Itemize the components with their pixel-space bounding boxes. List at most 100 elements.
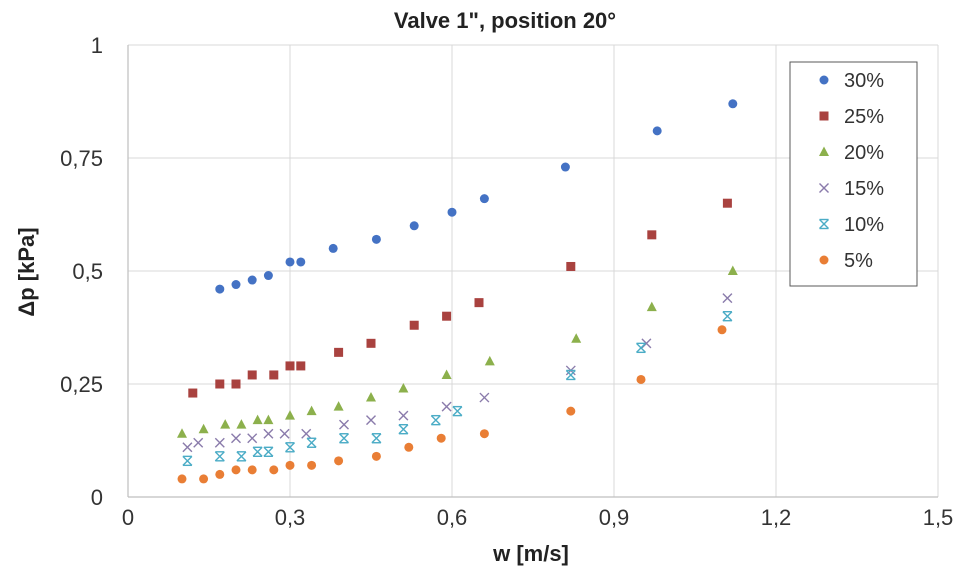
y-tick-label: 0,75 <box>60 146 103 171</box>
data-point <box>366 338 376 348</box>
data-point <box>252 446 263 457</box>
data-point <box>285 460 295 470</box>
data-point <box>474 298 484 308</box>
data-point <box>247 370 257 380</box>
data-point <box>404 442 414 452</box>
legend-marker <box>819 255 829 265</box>
legend-label: 15% <box>844 178 884 200</box>
data-point <box>220 419 231 429</box>
data-point <box>247 433 258 444</box>
data-point <box>199 474 209 484</box>
data-point <box>430 414 441 426</box>
legend-marker <box>819 146 829 156</box>
data-point <box>263 271 273 281</box>
data-point <box>366 415 376 426</box>
data-point <box>398 410 409 421</box>
data-point <box>231 465 241 475</box>
legend-marker <box>819 111 829 121</box>
data-point <box>301 428 312 439</box>
x-tick-label: 1,2 <box>761 505 792 530</box>
data-point <box>215 469 225 479</box>
data-point <box>231 280 241 290</box>
data-point <box>328 243 338 253</box>
data-point <box>307 460 317 470</box>
legend-marker <box>819 183 829 193</box>
series-2 <box>177 265 738 438</box>
series-5 <box>177 325 727 484</box>
legend-label: 20% <box>844 142 884 164</box>
data-point <box>398 383 409 393</box>
data-point <box>366 392 376 402</box>
data-point <box>296 257 306 267</box>
data-point <box>452 405 463 417</box>
series-1 <box>188 198 732 398</box>
data-point <box>722 198 732 208</box>
data-point <box>722 311 733 322</box>
data-point <box>198 423 209 434</box>
data-point <box>652 126 662 136</box>
axes <box>127 45 938 498</box>
legend-label: 30% <box>844 70 884 92</box>
data-point <box>285 257 295 267</box>
data-point <box>269 370 279 380</box>
data-point <box>188 388 198 398</box>
data-point <box>479 429 489 439</box>
y-tick-label: 1 <box>91 33 103 58</box>
data-point <box>717 325 727 335</box>
data-point <box>636 342 646 354</box>
data-point <box>285 410 295 420</box>
series-3 <box>182 293 733 453</box>
data-point <box>334 456 344 466</box>
data-point <box>333 401 344 411</box>
x-tick-label: 0,6 <box>437 505 468 530</box>
series-0 <box>215 99 738 294</box>
data-point <box>296 361 306 371</box>
data-point <box>727 265 738 275</box>
legend-marker <box>819 218 829 230</box>
data-point <box>371 433 382 444</box>
data-point <box>647 230 657 240</box>
data-point <box>231 379 241 389</box>
data-point <box>371 451 381 461</box>
data-point <box>442 311 452 321</box>
data-point <box>728 99 738 109</box>
data-point <box>484 355 495 366</box>
chart-title: Valve 1", position 20° <box>394 8 616 33</box>
data-point <box>214 451 225 462</box>
data-point <box>214 437 225 448</box>
y-tick-label: 0,5 <box>72 259 103 284</box>
data-point <box>177 428 187 438</box>
data-point <box>722 293 733 304</box>
data-point <box>215 379 225 389</box>
data-point <box>371 234 381 244</box>
data-point <box>306 405 317 416</box>
series-4 <box>182 311 733 467</box>
legend: 30% 25% 20% 15% 10% 5% <box>789 61 918 287</box>
x-tick-label: 0 <box>122 505 134 530</box>
y-axis-label: Δp [kPa] <box>14 227 39 316</box>
data-point <box>193 437 204 448</box>
y-tick-label: 0 <box>91 485 103 510</box>
data-point <box>409 221 419 231</box>
data-point <box>285 442 295 453</box>
data-point <box>565 369 576 381</box>
data-point <box>441 369 452 379</box>
data-point <box>479 392 490 403</box>
data-point <box>269 465 279 475</box>
x-tick-label: 1,5 <box>923 505 954 530</box>
data-point <box>182 455 193 467</box>
legend-box <box>789 61 918 287</box>
data-point <box>479 194 489 204</box>
data-point <box>560 162 570 172</box>
data-point <box>339 419 349 430</box>
x-tick-label: 0,3 <box>275 505 306 530</box>
x-tick-label: 0,9 <box>599 505 630 530</box>
data-point <box>441 401 452 412</box>
data-point <box>436 433 446 443</box>
x-axis-label: w [m/s] <box>492 541 569 566</box>
data-point <box>409 320 419 330</box>
data-points <box>177 99 738 484</box>
data-point <box>247 465 257 475</box>
